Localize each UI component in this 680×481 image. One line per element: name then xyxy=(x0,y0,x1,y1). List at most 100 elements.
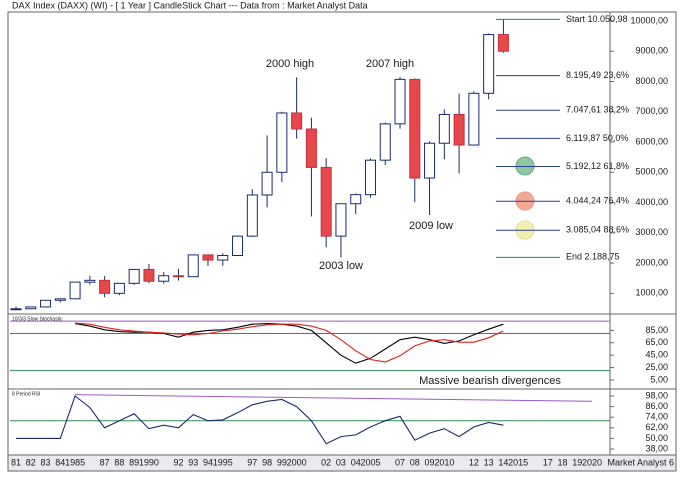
x-tick-label: 97 xyxy=(247,457,257,467)
candle-body xyxy=(335,203,347,237)
fib-label: 8.195,49 23,6% xyxy=(566,70,629,80)
footer: Market Analyst 6 xyxy=(607,457,674,467)
y-tick-label: 7000,00 xyxy=(635,106,668,116)
y-tick-label: 3000,00 xyxy=(635,227,668,237)
x-tick-label: 1995 xyxy=(213,457,233,467)
y-tick-label: 85,00 xyxy=(645,325,668,335)
x-tick-label: 93 xyxy=(188,457,198,467)
x-tick-label: 94 xyxy=(203,457,213,467)
candle-body xyxy=(379,123,391,161)
y-tick-label: 38,00 xyxy=(645,443,668,453)
annotation: 2007 high xyxy=(366,58,414,70)
y-tick-label: 9000,00 xyxy=(635,46,668,56)
candle-body xyxy=(10,308,22,311)
candle-body xyxy=(246,194,258,237)
y-tick-label: 74,00 xyxy=(645,412,668,422)
candle-body xyxy=(261,171,273,196)
x-tick-label: 82 xyxy=(26,457,36,467)
x-tick-label: 83 xyxy=(41,457,51,467)
trend-line xyxy=(75,394,593,402)
y-tick-label: 8000,00 xyxy=(635,76,668,86)
candle-body xyxy=(202,254,214,261)
y-tick-label: 98,00 xyxy=(645,390,668,400)
candle-body xyxy=(113,282,125,294)
candle-body xyxy=(40,299,52,308)
y-tick-label: 25,00 xyxy=(645,362,668,372)
x-tick-label: 02 xyxy=(321,457,331,467)
fib-label: 5.192,12 61,8% xyxy=(566,161,629,171)
series-line xyxy=(16,395,504,445)
y-tick-label: 4000,00 xyxy=(635,197,668,207)
x-tick-label: 88 xyxy=(114,457,124,467)
y-tick-label: 6000,00 xyxy=(635,136,668,146)
panel-label: 8 Period RSI xyxy=(12,391,40,397)
candle-body xyxy=(364,159,376,196)
fib-label: 7.047,61 38,2% xyxy=(566,105,629,115)
y-tick-label: 1000,00 xyxy=(635,288,668,298)
x-tick-label: 2010 xyxy=(434,457,454,467)
x-tick-label: 81 xyxy=(11,457,21,467)
x-tick-label: 98 xyxy=(262,457,272,467)
candle-body xyxy=(187,254,199,278)
annotation: 2003 low xyxy=(319,260,363,272)
annotation: 2000 high xyxy=(266,58,314,70)
series-line xyxy=(75,322,504,363)
candle-body xyxy=(468,92,480,146)
candle-body xyxy=(453,113,465,146)
candle-body xyxy=(394,78,406,125)
candle-body xyxy=(99,279,111,294)
candle-body xyxy=(291,112,303,130)
candle-body xyxy=(217,255,229,261)
y-tick-label: 10000,00 xyxy=(630,15,668,25)
x-tick-label: 2015 xyxy=(508,457,528,467)
x-tick-label: 08 xyxy=(410,457,420,467)
x-tick-label: 14 xyxy=(498,457,508,467)
annotation: Massive bearish divergences xyxy=(419,375,561,387)
y-tick-label: 45,00 xyxy=(645,350,668,360)
y-tick-label: 65,00 xyxy=(645,337,668,347)
y-tick-label: 5000,00 xyxy=(635,167,668,177)
candle-body xyxy=(69,281,81,300)
candle-body xyxy=(424,142,436,179)
candle-body xyxy=(128,268,140,284)
x-tick-label: 19 xyxy=(572,457,582,467)
fib-label: 3.085,04 88,6% xyxy=(566,225,629,235)
candle-body xyxy=(276,112,288,173)
fib-label: End 2.188,75 xyxy=(566,252,620,262)
candle-body xyxy=(409,78,421,179)
x-axis-strip xyxy=(7,454,677,472)
x-tick-label: 92 xyxy=(173,457,183,467)
x-tick-label: 03 xyxy=(336,457,346,467)
y-tick-label: 5,00 xyxy=(650,374,668,384)
candle-body xyxy=(54,298,66,301)
x-tick-label: 17 xyxy=(543,457,553,467)
candle-body xyxy=(84,279,96,283)
x-tick-label: 1990 xyxy=(139,457,159,467)
candle-body xyxy=(305,128,317,168)
y-tick-label: 50,00 xyxy=(645,433,668,443)
candle-body xyxy=(25,306,37,310)
x-tick-label: 07 xyxy=(395,457,405,467)
x-tick-label: 18 xyxy=(557,457,567,467)
fib-label: 4.044,24 76,4% xyxy=(566,196,629,206)
x-tick-label: 09 xyxy=(425,457,435,467)
candle-body xyxy=(172,275,184,278)
candle-body xyxy=(497,34,509,52)
x-tick-label: 2000 xyxy=(287,457,307,467)
candle-body xyxy=(143,268,155,282)
candle-body xyxy=(350,194,362,205)
fib-label: 6.119,87 50,0% xyxy=(566,133,628,143)
x-tick-label: 1985 xyxy=(65,457,85,467)
candle-body xyxy=(438,113,450,144)
annotation: 2009 low xyxy=(409,220,453,232)
x-tick-label: 12 xyxy=(469,457,479,467)
candle-body xyxy=(483,34,495,94)
x-tick-label: 2020 xyxy=(582,457,602,467)
y-tick-label: 86,00 xyxy=(645,401,668,411)
candle-body xyxy=(158,275,170,282)
chart-title: DAX Index (DAXX) (WI) - [ 1 Year ] Candl… xyxy=(12,0,368,10)
y-tick-label: 2000,00 xyxy=(635,257,668,267)
x-tick-label: 04 xyxy=(351,457,361,467)
candle-body xyxy=(232,235,244,256)
